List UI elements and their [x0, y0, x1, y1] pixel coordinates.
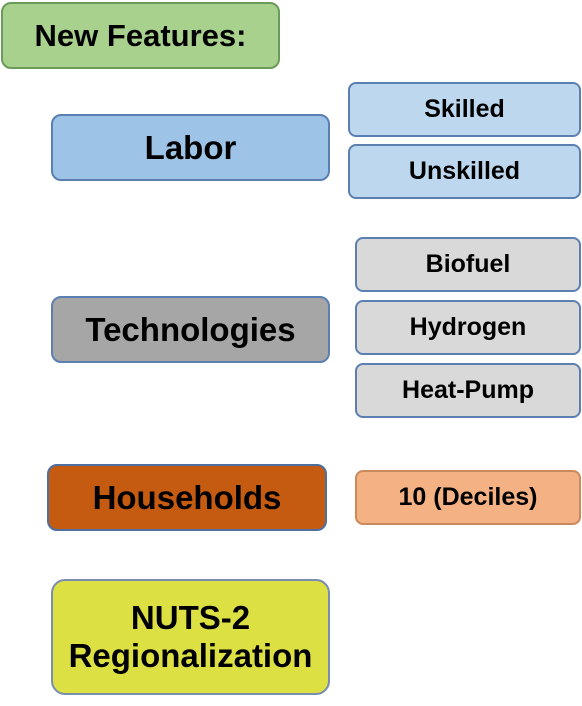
regionalization-box: NUTS-2 Regionalization [51, 579, 330, 695]
deciles-label: 10 (Deciles) [398, 483, 538, 512]
heat-pump-label: Heat-Pump [402, 376, 534, 405]
features-title-text: New Features: [34, 17, 247, 53]
technologies-box: Technologies [51, 296, 330, 363]
heat-pump-box: Heat-Pump [355, 363, 581, 418]
hydrogen-box: Hydrogen [355, 300, 581, 355]
unskilled-label: Unskilled [408, 157, 521, 186]
households-box: Households [47, 464, 327, 531]
biofuel-box: Biofuel [355, 237, 581, 292]
labor-label: Labor [144, 128, 237, 166]
features-title: New Features: [1, 2, 280, 69]
technologies-label: Technologies [85, 310, 296, 348]
regionalization-label: NUTS-2 Regionalization [68, 599, 313, 674]
deciles-box: 10 (Deciles) [355, 470, 581, 525]
labor-box: Labor [51, 114, 330, 181]
skilled-box: Skilled [348, 82, 581, 137]
households-label: Households [92, 478, 282, 516]
hydrogen-label: Hydrogen [409, 313, 527, 342]
unskilled-box: Unskilled [348, 144, 581, 199]
skilled-label: Skilled [424, 95, 505, 124]
biofuel-label: Biofuel [425, 250, 511, 279]
